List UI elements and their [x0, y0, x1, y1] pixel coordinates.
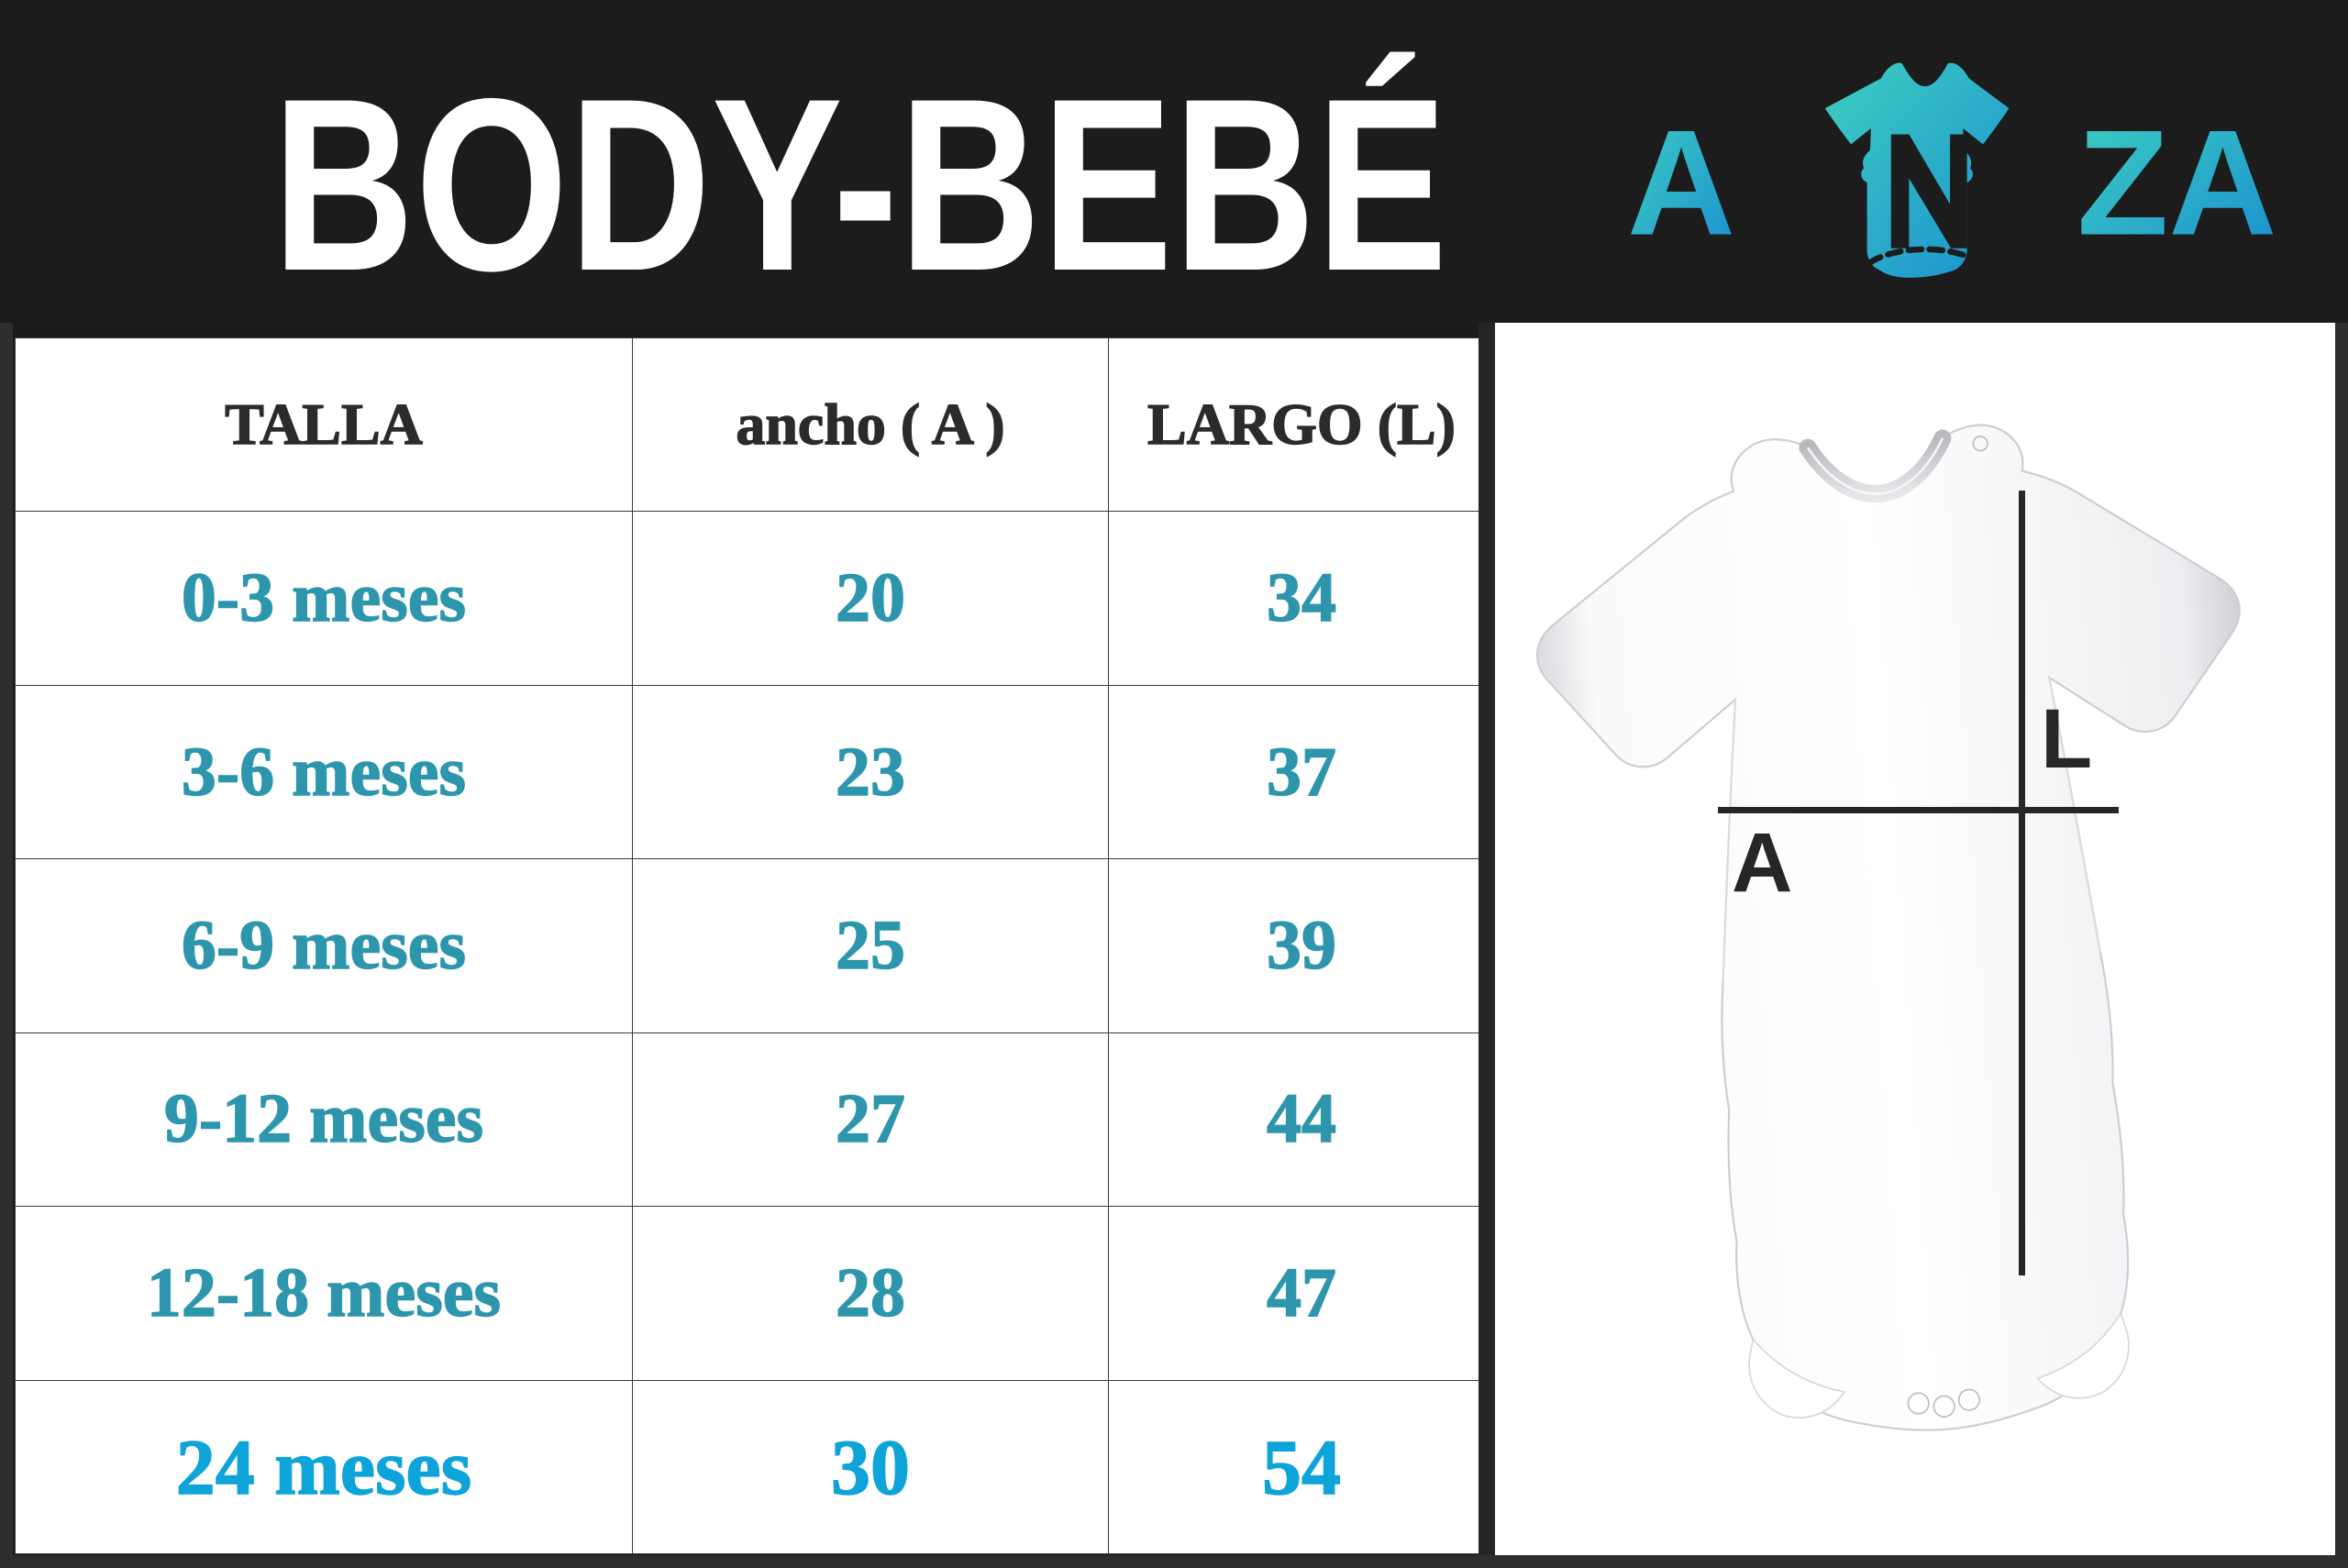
svg-text:ZA: ZA	[2077, 98, 2277, 266]
svg-text:A: A	[1627, 98, 1735, 266]
